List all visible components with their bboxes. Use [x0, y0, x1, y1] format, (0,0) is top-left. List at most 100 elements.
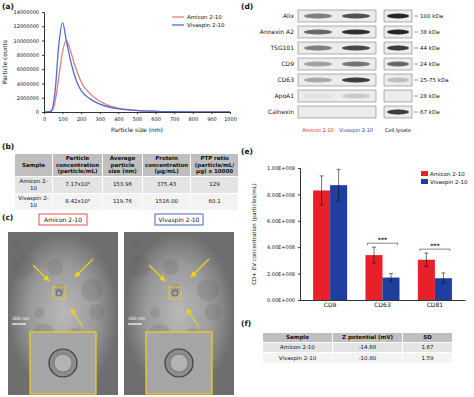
- lane-label: Cell lysate: [385, 127, 411, 134]
- tick: 800: [189, 112, 199, 122]
- size-tick: [414, 96, 418, 97]
- texture: [55, 284, 65, 294]
- cell: 153.96: [103, 176, 143, 193]
- tick-mark: [81, 112, 82, 114]
- legend-symbol: [172, 16, 184, 17]
- tick-mark: [100, 112, 101, 114]
- band: [342, 45, 370, 50]
- tick: 8.00E+008: [267, 192, 300, 198]
- legend-symbol: [172, 24, 184, 25]
- size-label: 67 kDa: [420, 109, 440, 115]
- band: [387, 13, 409, 18]
- cell: Vivaspin 2-10: [15, 193, 53, 210]
- cell: 60.1: [191, 193, 239, 210]
- texture: [12, 255, 34, 277]
- tick-mark: [63, 112, 64, 114]
- tick-mark: [42, 69, 44, 70]
- tick-mark: [211, 112, 212, 114]
- band: [304, 77, 332, 82]
- vesicle: [165, 349, 193, 377]
- texture: [34, 308, 44, 318]
- tick-label: 4.00E+008: [267, 244, 295, 250]
- membrane: [298, 42, 376, 54]
- lane-label: Vivaspin 2-10: [339, 127, 373, 134]
- axis-title: Particle size (nm): [111, 126, 163, 133]
- panel-label: (b): [2, 142, 14, 151]
- chart-e: 0.00E+0002.00E+0084.00E+0086.00E+0088.00…: [251, 165, 468, 308]
- roi-box: [169, 287, 181, 299]
- tick-label: 8000000: [17, 52, 39, 58]
- error-cap: [389, 281, 393, 282]
- tick-mark: [298, 300, 300, 301]
- tick: 1.00E+009: [267, 165, 300, 171]
- tick-label: 700: [170, 116, 180, 122]
- error-cap: [441, 283, 445, 284]
- band: [304, 45, 332, 50]
- axis: 0.00E+0002.00E+0084.00E+0086.00E+0088.00…: [267, 165, 301, 303]
- chart-a: 0100200300400500600700800900100002000000…: [1, 9, 237, 133]
- membrane: [384, 74, 412, 86]
- tick-label: 800: [189, 116, 199, 122]
- texture: [163, 259, 179, 275]
- tick: 14000000: [14, 9, 44, 15]
- western-blot: Alix100 kDaAnnexin A238 kDaTSG10144 kDaC…: [260, 10, 449, 134]
- tick-mark: [42, 12, 44, 13]
- texture: [81, 279, 103, 301]
- tick-mark: [42, 98, 44, 99]
- membrane: [298, 26, 376, 38]
- error-line: [443, 273, 444, 284]
- tick: 0: [43, 112, 46, 122]
- legend: Amicon 2-10Vivaspin 2-10: [421, 171, 468, 186]
- size-tick: [414, 112, 418, 113]
- texture: [128, 255, 150, 277]
- error-cap: [424, 266, 428, 267]
- size-tick: [414, 16, 418, 17]
- error-cap: [424, 253, 428, 254]
- error-cap: [372, 247, 376, 248]
- axis: 01002003004005006007008009001000: [43, 112, 237, 122]
- tick-label: 0.00E+000: [267, 297, 295, 303]
- cell: 119.76: [103, 193, 143, 210]
- tick-label: 200: [77, 116, 87, 122]
- texture: [13, 239, 23, 249]
- membrane: [384, 90, 412, 102]
- error-cap: [337, 201, 341, 202]
- protein-label: CD9: [281, 60, 294, 67]
- tick-mark: [298, 194, 300, 195]
- error-bar: [372, 247, 376, 263]
- error-line: [426, 253, 427, 266]
- tick: 10000000: [14, 38, 44, 44]
- band: [304, 13, 332, 18]
- vesicle: [49, 349, 77, 377]
- axis-title: Particle counts: [1, 40, 8, 84]
- band: [304, 93, 332, 98]
- error-cap: [320, 175, 324, 176]
- header-cell: Protein concentration (µg/mL): [143, 154, 191, 177]
- legend-symbol: [421, 171, 428, 176]
- header-cell: SD: [403, 333, 453, 343]
- row: Vivaspin 2-108.42x10⁸119.761516.0060.1: [15, 193, 239, 210]
- caption-box: [39, 214, 87, 225]
- band: [304, 29, 332, 34]
- tick: 700: [170, 112, 180, 122]
- error-bar: [337, 169, 341, 201]
- size-label: 44 kDa: [420, 45, 440, 51]
- legend: Amicon 2-10Vivaspin 2-10: [172, 14, 225, 29]
- band: [342, 61, 370, 66]
- error-bar: [424, 253, 428, 266]
- tick: CD63: [374, 301, 391, 308]
- tick-label: 1000: [224, 116, 237, 122]
- error-bar: [320, 176, 324, 205]
- tick-mark: [42, 83, 44, 84]
- tick: 1000: [224, 112, 237, 122]
- vesicle: [56, 290, 62, 296]
- tick: 500: [133, 112, 143, 122]
- lane-label: Amicon 2-10: [302, 127, 334, 133]
- tick-label: 1.00E+009: [267, 165, 295, 171]
- texture: [205, 304, 221, 320]
- cell: -14.68: [333, 342, 403, 353]
- header-cell: Z potential (mV): [333, 333, 403, 343]
- scale-bar: [12, 323, 26, 324]
- row: Vivaspin 2-10-10.801.59: [263, 353, 453, 364]
- header-row: SampleParticle concentration (particle/m…: [15, 154, 239, 177]
